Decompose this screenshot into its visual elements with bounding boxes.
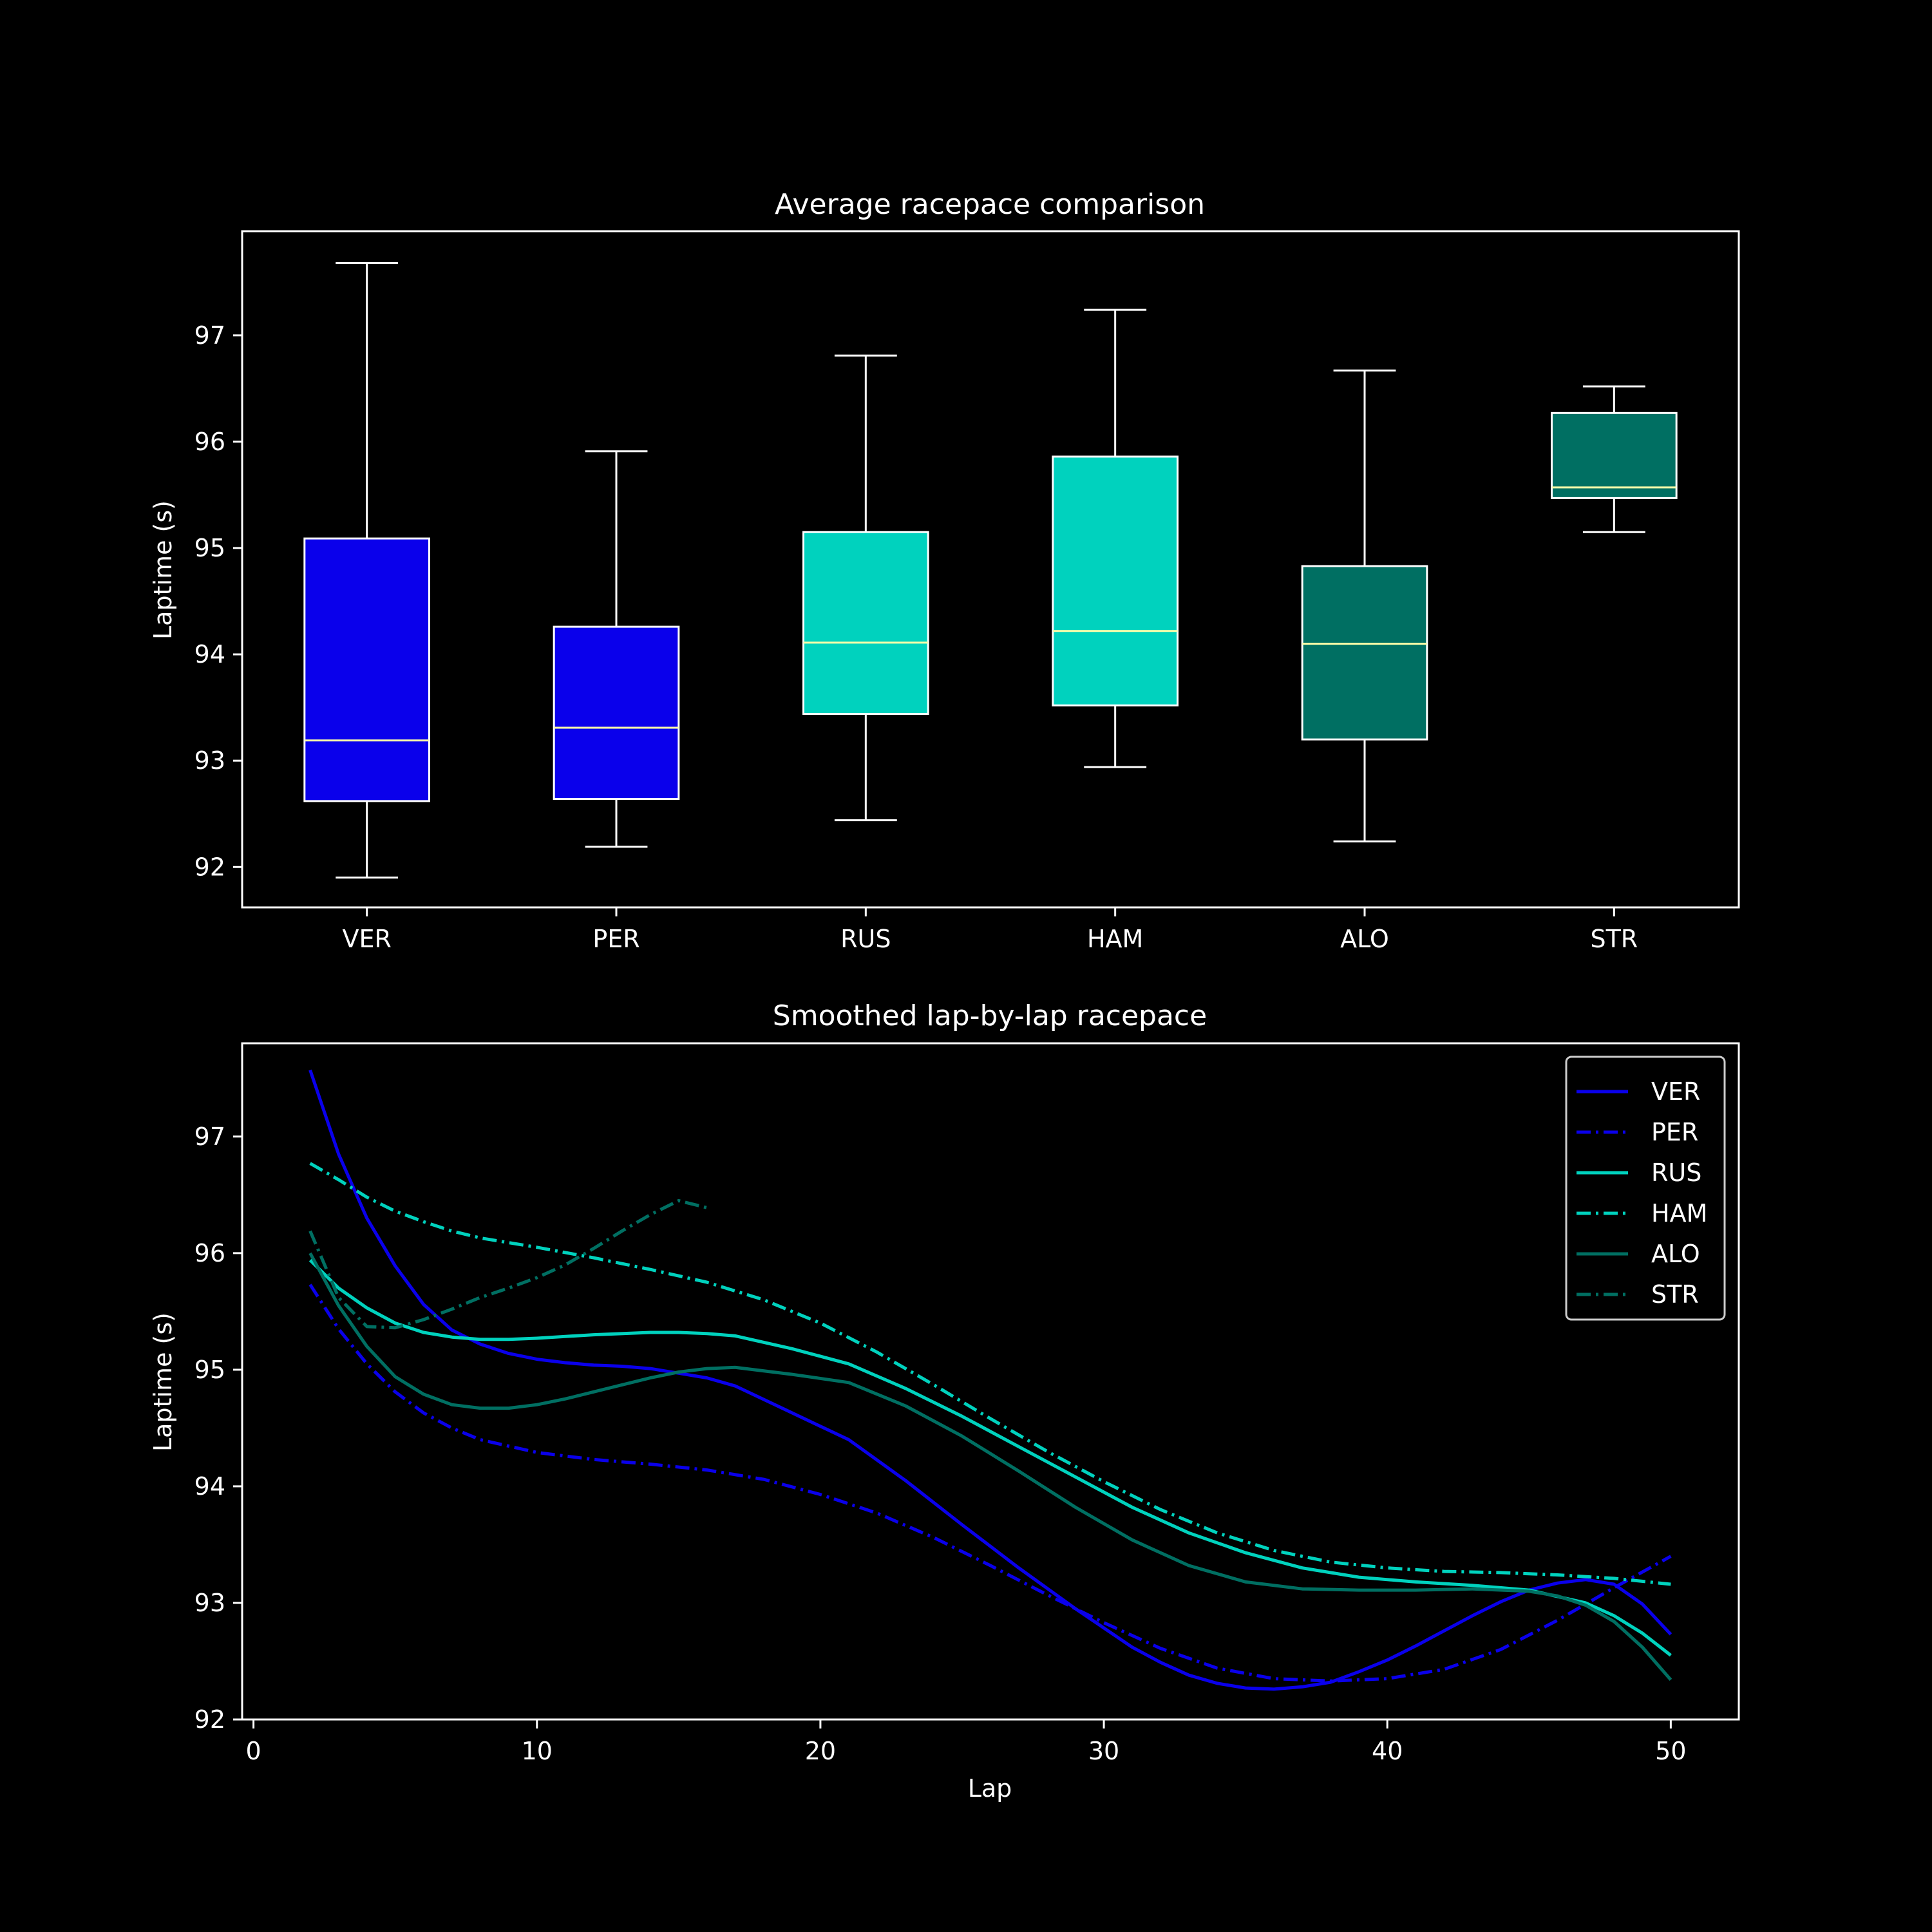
y-tick-label-93: 93: [194, 1589, 225, 1617]
box-chart-ylabel: Laptime (s): [149, 500, 177, 639]
series-line-ver: [308, 1069, 1672, 1691]
y-tick-label-95: 95: [194, 534, 225, 562]
x-tick-label-str: STR: [1590, 925, 1638, 953]
y-tick-label-92: 92: [194, 1705, 225, 1734]
legend-label-per: PER: [1651, 1118, 1698, 1146]
line-plot-chart: Smoothed lap-by-lap racepace Laptime (s)…: [149, 999, 1740, 1803]
y-tick-label-97: 97: [194, 321, 225, 350]
box-ham: [1052, 455, 1179, 706]
box-ver: [303, 537, 431, 802]
legend: VER PER RUS HAM ALO STR: [1565, 1056, 1726, 1321]
y-tick-label-95: 95: [194, 1356, 225, 1384]
line-chart-ylabel: Laptime (s): [149, 1312, 177, 1452]
legend-label-alo: ALO: [1651, 1240, 1700, 1268]
box-ticks: VER PER RUS HAM ALO STR 92 93 94 95 96 97: [194, 321, 1638, 953]
y-tick-label-94: 94: [194, 1472, 225, 1501]
x-tick-label-per: PER: [592, 925, 639, 953]
series-line-rus: [308, 1258, 1672, 1657]
line-marks: [308, 1069, 1672, 1691]
x-tick-label-ver: VER: [342, 925, 391, 953]
x-tick-label-ham: HAM: [1087, 925, 1143, 953]
x-tick-label-alo: ALO: [1340, 925, 1389, 953]
legend-label-rus: RUS: [1651, 1159, 1701, 1187]
box-str: [1551, 412, 1678, 499]
y-tick-label-96: 96: [194, 428, 225, 456]
series-line-alo: [308, 1252, 1672, 1681]
box-per: [553, 625, 680, 800]
box-chart-title: Average racepace comparison: [775, 188, 1205, 221]
series-line-str: [308, 1198, 708, 1330]
line-chart-frame: [241, 1042, 1740, 1721]
legend-label-ver: VER: [1651, 1077, 1700, 1106]
x-tick-label-40: 40: [1372, 1737, 1403, 1765]
line-chart-title: Smoothed lap-by-lap racepace: [773, 999, 1207, 1032]
y-tick-label-97: 97: [194, 1122, 225, 1151]
legend-frame: [1565, 1056, 1726, 1321]
x-tick-label-0: 0: [246, 1737, 261, 1765]
box-chart-frame: [241, 230, 1740, 909]
box-marks: [303, 262, 1678, 879]
y-tick-label-93: 93: [194, 746, 225, 775]
x-tick-label-30: 30: [1088, 1737, 1119, 1765]
x-tick-label-rus: RUS: [840, 925, 891, 953]
line-ticks: 0 10 20 30 40 50 92 93 94 95 96 97: [194, 1122, 1687, 1765]
box-alo: [1301, 565, 1428, 741]
y-tick-label-96: 96: [194, 1239, 225, 1267]
line-chart-xlabel: Lap: [968, 1774, 1012, 1803]
y-tick-label-94: 94: [194, 640, 225, 668]
legend-label-ham: HAM: [1651, 1199, 1707, 1227]
x-tick-label-10: 10: [522, 1737, 553, 1765]
series-line-ham: [309, 1162, 1671, 1586]
legend-label-str: STR: [1651, 1280, 1699, 1309]
y-tick-label-92: 92: [194, 853, 225, 881]
x-tick-label-20: 20: [805, 1737, 836, 1765]
box-rus: [802, 531, 929, 715]
x-tick-label-50: 50: [1655, 1737, 1686, 1765]
box-plot-chart: Average racepace comparison Laptime (s) …: [149, 188, 1740, 953]
